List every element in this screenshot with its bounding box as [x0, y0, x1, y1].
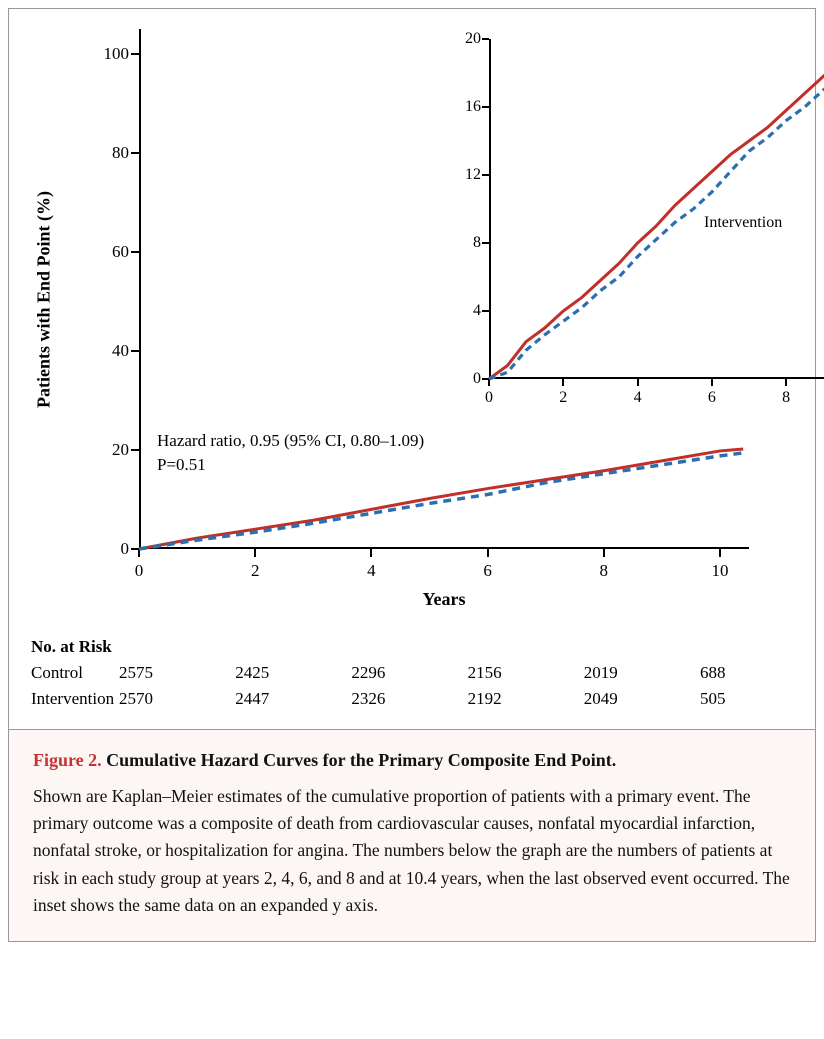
inset-intervention-label: Intervention [704, 214, 782, 232]
inset-x-tick [562, 379, 564, 386]
inset-y-tick-label: 0 [449, 370, 481, 388]
y-tick-label: 0 [87, 539, 129, 559]
y-tick-label: 40 [87, 341, 129, 361]
x-tick [719, 549, 721, 557]
p-value-line: P=0.51 [157, 453, 424, 477]
inset-y-tick-label: 16 [449, 98, 481, 116]
inset-plot: 048121620 0246810 Control Intervention [489, 39, 824, 379]
caption-figure-label: Figure 2. [33, 750, 102, 770]
y-tick-label: 60 [87, 242, 129, 262]
inset-control-line [489, 39, 824, 379]
y-tick [131, 449, 139, 451]
x-tick-label: 6 [483, 561, 492, 581]
inset-y-tick-label: 4 [449, 302, 481, 320]
at-risk-cell: 2447 [235, 689, 295, 709]
inset-y-tick-label: 20 [449, 30, 481, 48]
y-tick [131, 350, 139, 352]
y-tick-label: 80 [87, 143, 129, 163]
x-tick-label: 4 [367, 561, 376, 581]
at-risk-cell: 2192 [468, 689, 528, 709]
inset-y-tick [482, 174, 489, 176]
hazard-ratio-line: Hazard ratio, 0.95 (95% CI, 0.80–1.09) [157, 429, 424, 453]
at-risk-cell: 2570 [119, 689, 179, 709]
figure-caption: Figure 2. Cumulative Hazard Curves for t… [9, 729, 815, 941]
x-tick [254, 549, 256, 557]
figure-container: 020406080100 0246810 Patients with End P… [8, 8, 816, 942]
inset-y-tick [482, 310, 489, 312]
x-axis-title: Years [423, 589, 466, 610]
caption-body: Shown are Kaplan–Meier estimates of the … [33, 783, 791, 919]
at-risk-row: Control25752425229621562019688 [31, 660, 159, 686]
caption-figure-name: Cumulative Hazard Curves for the Primary… [106, 750, 616, 770]
inset-x-tick-label: 8 [782, 389, 790, 407]
at-risk-header: No. at Risk [31, 637, 159, 657]
inset-x-tick [637, 379, 639, 386]
at-risk-row: Intervention25702447232621922049505 [31, 686, 159, 712]
inset-y-tick [482, 38, 489, 40]
y-tick [131, 53, 139, 55]
y-axis-title: Patients with End Point (%) [34, 191, 55, 408]
at-risk-cell: 505 [700, 689, 760, 709]
x-tick-label: 2 [251, 561, 260, 581]
x-tick-label: 8 [600, 561, 609, 581]
main-plot: 020406080100 0246810 Patients with End P… [139, 29, 749, 549]
x-tick [603, 549, 605, 557]
x-tick [370, 549, 372, 557]
y-tick-label: 100 [87, 44, 129, 64]
inset-y-tick-label: 8 [449, 234, 481, 252]
chart-area: 020406080100 0246810 Patients with End P… [9, 9, 815, 729]
at-risk-cell: 688 [700, 663, 760, 683]
hazard-ratio-text: Hazard ratio, 0.95 (95% CI, 0.80–1.09) P… [157, 429, 424, 477]
caption-title: Figure 2. Cumulative Hazard Curves for t… [33, 748, 791, 773]
y-tick-label: 20 [87, 440, 129, 460]
at-risk-cell: 2296 [351, 663, 411, 683]
inset-x-tick-label: 4 [634, 389, 642, 407]
at-risk-table: No. at Risk Control257524252296215620196… [31, 634, 159, 712]
at-risk-cell: 2326 [351, 689, 411, 709]
at-risk-cell: 2156 [468, 663, 528, 683]
inset-y-tick [482, 242, 489, 244]
x-tick-label: 0 [135, 561, 144, 581]
inset-x-tick-label: 6 [708, 389, 716, 407]
y-tick [131, 251, 139, 253]
at-risk-cell: 2425 [235, 663, 295, 683]
y-tick [131, 152, 139, 154]
x-tick-label: 10 [711, 561, 728, 581]
inset-x-tick [711, 379, 713, 386]
at-risk-cell: 2049 [584, 689, 644, 709]
inset-x-tick-label: 2 [559, 389, 567, 407]
at-risk-cell: 2019 [584, 663, 644, 683]
inset-y-tick [482, 106, 489, 108]
inset-y-tick-label: 12 [449, 166, 481, 184]
inset-x-tick [785, 379, 787, 386]
at-risk-cell: 2575 [119, 663, 179, 683]
inset-x-tick-label: 0 [485, 389, 493, 407]
x-tick [487, 549, 489, 557]
inset-chart-svg [489, 39, 824, 379]
